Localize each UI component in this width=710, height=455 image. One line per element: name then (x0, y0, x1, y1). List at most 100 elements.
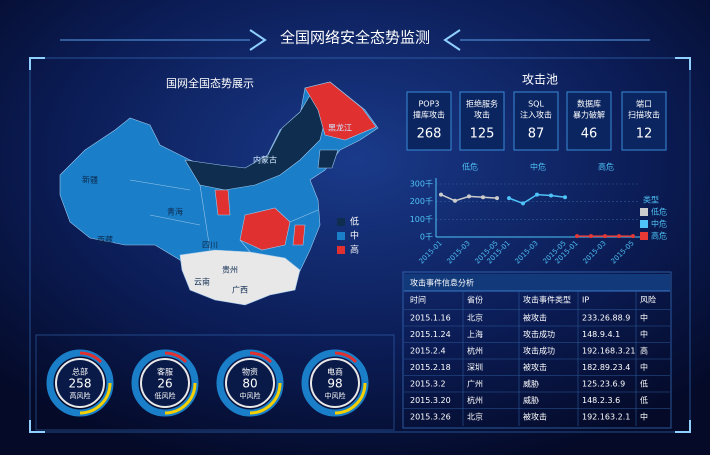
legend-label: 低 (350, 216, 359, 228)
gauge-risk: 高风险 (70, 391, 91, 400)
province-label: 西藏 (97, 235, 113, 245)
table-cell: 2015.3.20 (410, 396, 451, 405)
card-value: 46 (581, 127, 598, 142)
card (406, 91, 452, 151)
table-cell: 2015.3.26 (410, 413, 451, 422)
table-cell: 杭州 (467, 346, 483, 356)
gauge-name: 电商 (327, 367, 343, 377)
facet-title: 高危 (598, 162, 614, 172)
table-cell: 被攻击 (523, 313, 547, 323)
table-header: IP (582, 296, 589, 305)
table-cell: 2015.2.4 (410, 347, 446, 356)
card-value: 125 (470, 127, 495, 142)
table-cell: 192.168.3.21 (582, 347, 635, 356)
table-cell: 杭州 (467, 395, 483, 405)
table-cell: 高 (640, 346, 648, 356)
gauge-inner (55, 358, 105, 408)
table-cell: 2015.3.2 (410, 380, 446, 389)
table-cell: 2015.2.18 (410, 363, 451, 372)
gauge-value: 98 (327, 377, 342, 391)
table-cell: 192.163.2.1 (582, 413, 630, 422)
facet-title: 低危 (462, 162, 478, 172)
gauge-inner (225, 358, 275, 408)
card (459, 91, 505, 151)
gauge-value: 80 (242, 377, 257, 391)
card (621, 91, 667, 151)
table-cell: 深圳 (467, 362, 483, 372)
card-value: 268 (417, 127, 442, 142)
legend-swatch (640, 220, 648, 228)
card (513, 91, 559, 151)
province-label: 内蒙古 (253, 155, 277, 165)
facet-title: 中危 (530, 162, 546, 172)
card-label: 注入攻击 (520, 110, 552, 120)
map-title: 国网全国态势展示 (166, 76, 254, 90)
card (566, 91, 612, 151)
legend-label: 中危 (651, 219, 667, 229)
gauge-arc (79, 382, 112, 415)
point (603, 234, 607, 239)
legend-swatch (337, 218, 345, 226)
table-cell: 攻击成功 (523, 329, 555, 339)
table-cell: 北京 (467, 412, 483, 422)
table-cell: 低 (640, 379, 648, 389)
card-label: 暴力破解 (573, 110, 605, 120)
table-cell: 125.23.6.9 (582, 380, 625, 389)
card-label: 撞库攻击 (413, 110, 445, 120)
table-cell: 中 (640, 313, 648, 323)
gauge-inner (310, 358, 360, 408)
table-cell: 低 (640, 395, 648, 405)
point (495, 196, 499, 201)
table-cell: 182.89.23.4 (582, 363, 630, 372)
point (439, 192, 443, 197)
table-cell: 2015.1.16 (410, 314, 451, 323)
province-label: 广西 (232, 285, 248, 295)
legend-swatch (337, 232, 345, 240)
table-title: 攻击事件信息分析 (410, 278, 474, 288)
y-tick-label: 100千 (410, 214, 433, 224)
legend-swatch (640, 208, 648, 216)
legend-label: 高危 (651, 231, 667, 241)
province-label: 贵州 (222, 265, 238, 275)
gauge-arc (334, 351, 358, 364)
gauge-name: 总部 (72, 367, 88, 377)
point (631, 234, 635, 239)
legend-swatch (337, 246, 345, 254)
gauge-arc (164, 382, 197, 415)
card-label: POP3 (418, 100, 439, 109)
point (467, 194, 471, 199)
legend-label: 低危 (651, 207, 667, 217)
province-label: 新疆 (82, 175, 98, 185)
card-value: 12 (636, 127, 653, 142)
card-value: 87 (528, 127, 545, 142)
table-cell: 广州 (467, 379, 483, 389)
point (575, 234, 579, 239)
card-label: SQL (528, 100, 544, 109)
table-header: 省份 (467, 295, 483, 305)
table-cell: 北京 (467, 313, 483, 323)
gauge-inner (140, 358, 190, 408)
point (549, 193, 553, 198)
y-tick-label: 300千 (410, 179, 433, 189)
table-cell: 上海 (467, 329, 483, 339)
title: 全国网络安全态势监测 (280, 29, 430, 47)
table-header: 攻击事件类型 (523, 295, 571, 305)
gauge-arc (79, 351, 103, 364)
frame (29, 29, 691, 433)
y-tick-label: 200千 (410, 196, 433, 206)
table-title-bg (404, 274, 670, 291)
legend-swatch (640, 232, 648, 240)
gauge-arc (249, 382, 282, 415)
province-label: 云南 (194, 277, 210, 287)
gauge-value: 258 (69, 377, 92, 391)
gauge-arc (164, 351, 188, 364)
gauge-name: 客服 (157, 367, 173, 377)
table-cell: 被攻击 (523, 362, 547, 372)
point (453, 198, 457, 203)
table-cell: 2015.1.24 (410, 330, 451, 339)
province-label: 黑龙江 (328, 123, 352, 133)
table-header: 风险 (640, 295, 656, 305)
card-label: 扫描攻击 (628, 110, 660, 120)
